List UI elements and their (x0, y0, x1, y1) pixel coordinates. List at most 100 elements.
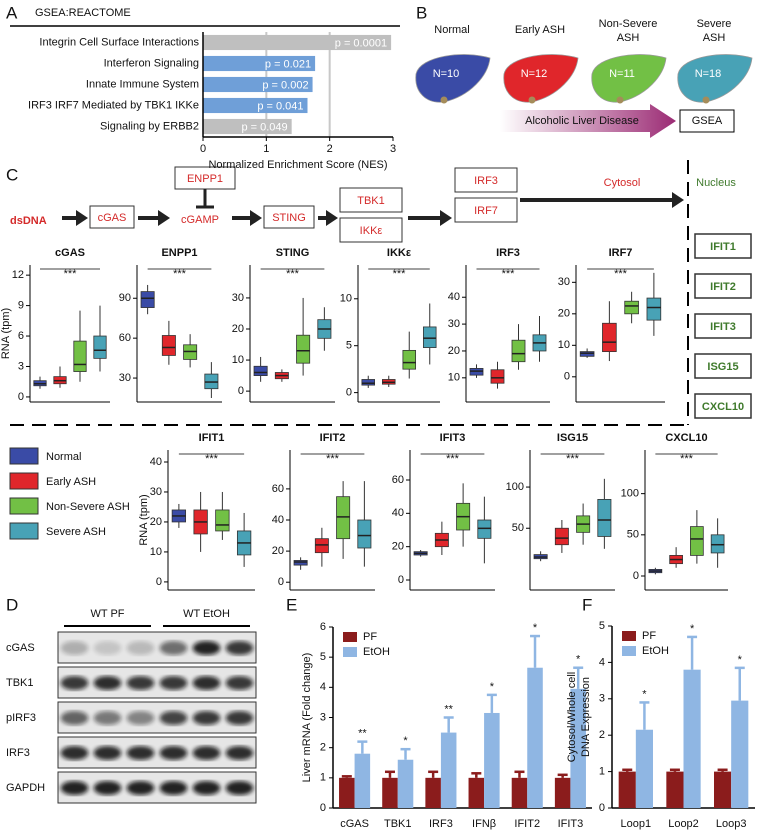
y-tick-label: 0 (564, 371, 570, 383)
blot-frame (57, 701, 257, 734)
node-label: IRF3 (474, 175, 498, 187)
bar-annotation: p = 0.002 (262, 79, 308, 91)
disease-arrow (500, 104, 676, 138)
y-tick-label: 20 (392, 541, 404, 553)
arrow-head (672, 192, 684, 208)
legend-label: Non-Severe ASH (46, 501, 130, 513)
node-box (89, 205, 135, 229)
blot-band (60, 641, 89, 655)
y-tick-label: 10 (558, 339, 570, 351)
x-axis-label: Normalized Enrichment Score (NES) (208, 159, 387, 171)
blot-band (60, 746, 89, 760)
bar (618, 771, 636, 808)
panel-label: A (6, 3, 18, 22)
liver-dot (440, 96, 448, 104)
y-tick-label: 20 (272, 545, 284, 557)
bar (731, 700, 749, 808)
y-tick-label: 100 (621, 488, 639, 500)
blot-group: WT PF (90, 608, 124, 620)
blot-band (225, 676, 254, 690)
blot-band (192, 711, 221, 725)
y-tick-label: 10 (448, 372, 460, 384)
box (624, 300, 639, 315)
blot-band (93, 676, 122, 690)
bar (484, 712, 500, 808)
bar (397, 759, 414, 808)
blot-row: TBK1 (6, 677, 34, 689)
panel-label: D (6, 595, 18, 614)
legend-swatch (343, 632, 357, 642)
panel-label: F (582, 595, 592, 614)
y-axis-label: Cytosol/Whole cell (566, 672, 578, 762)
x-tick-label: 1 (263, 143, 269, 155)
bar (203, 76, 313, 93)
blot-band (60, 676, 89, 690)
x-tick-label: 2 (327, 143, 333, 155)
y-tick-label: 0 (18, 391, 24, 403)
y-tick-label: 6 (18, 330, 24, 342)
blot-band (225, 711, 254, 725)
y-tick-label: 3 (320, 711, 326, 723)
disease-label: Alcoholic Liver Disease (525, 115, 639, 127)
target-box (694, 273, 752, 299)
blot-row: pIRF3 (6, 712, 36, 724)
blot-band (93, 781, 122, 795)
group-label: Severe (697, 18, 732, 30)
source-label: dsDNA (10, 215, 47, 227)
blot-band (225, 781, 254, 795)
group-label: Early ASH (515, 24, 565, 36)
bar (354, 753, 371, 808)
blot-band (159, 746, 188, 760)
sig-label: * (403, 735, 408, 747)
x-tick-label: Loop3 (716, 818, 747, 830)
blot-band (192, 746, 221, 760)
chart-title: GSEA:REACTOME (35, 7, 131, 19)
y-tick-label: 2 (320, 742, 326, 754)
blot-band (126, 746, 155, 760)
liver: N=18 (677, 54, 753, 104)
blot-band (225, 746, 254, 760)
box (215, 509, 230, 532)
node-box (339, 187, 403, 213)
bar (382, 777, 398, 808)
y-tick-label: Integrin Cell Surface Interactions (39, 36, 199, 48)
bar (714, 771, 732, 808)
blot-band (225, 641, 254, 655)
y-tick-label: 0 (320, 802, 326, 814)
y-tick-label: 5 (599, 620, 605, 632)
bar (527, 667, 543, 808)
sig-label: *** (446, 453, 460, 465)
target-box (694, 393, 752, 419)
legend-label: Normal (46, 451, 81, 463)
y-tick-label: 20 (232, 323, 244, 335)
target-label: IFIT3 (710, 321, 736, 333)
box (511, 339, 526, 363)
bar (511, 777, 528, 808)
arrow-head (440, 210, 452, 226)
target-label: ISG15 (707, 361, 738, 373)
blot-band (126, 711, 155, 725)
arrow-head (76, 210, 88, 226)
bar-annotation: p = 0.049 (241, 121, 287, 133)
box (161, 335, 176, 356)
y-tick-label: 60 (392, 474, 404, 486)
sig-label: * (642, 688, 647, 700)
blot-band (93, 711, 122, 725)
liver-shape (503, 54, 579, 103)
bar (425, 777, 441, 808)
y-tick-label: 40 (448, 291, 460, 303)
box (140, 291, 155, 308)
node-box (454, 197, 518, 223)
y-tick-label: 0 (599, 802, 605, 814)
blot-band (126, 676, 155, 690)
node-label: IRF7 (474, 205, 498, 217)
chart-title: IFIT2 (320, 432, 346, 444)
y-tick-label: 20 (150, 516, 162, 528)
group-n: N=10 (433, 68, 460, 80)
y-tick-label: 0 (398, 574, 404, 586)
box (690, 526, 704, 556)
x-tick-label: Loop1 (621, 818, 652, 830)
blot-band (159, 781, 188, 795)
node-box (263, 205, 315, 229)
liver: N=11 (591, 54, 667, 104)
